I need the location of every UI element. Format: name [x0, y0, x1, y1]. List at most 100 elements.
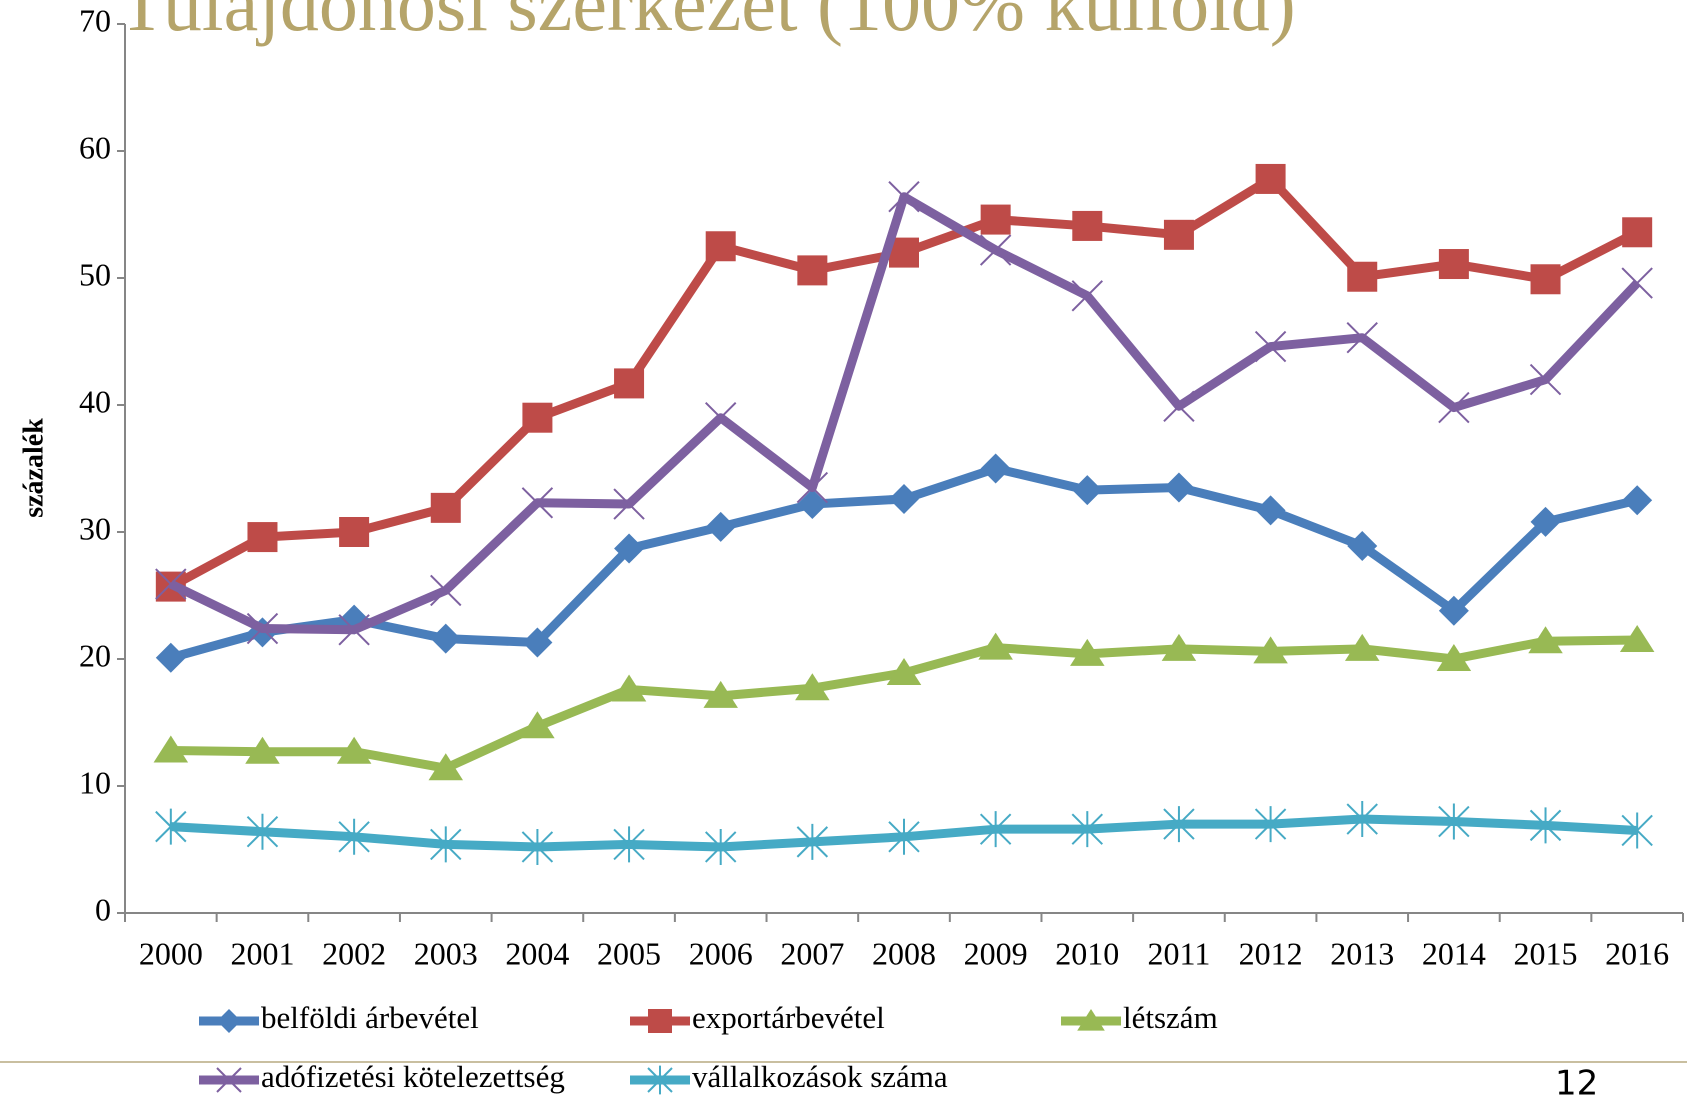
- marker-shape: [1072, 210, 1103, 241]
- marker-shape: [611, 674, 647, 702]
- legend-label: belföldi árbevétel: [261, 1000, 479, 1035]
- x-tick-label: 2011: [1148, 935, 1211, 971]
- marker-shape: [1529, 363, 1562, 396]
- marker: [1161, 633, 1197, 661]
- marker-shape: [980, 204, 1011, 235]
- marker: [430, 623, 461, 654]
- marker: [428, 753, 464, 781]
- marker: [704, 401, 737, 434]
- marker: [1530, 264, 1561, 295]
- marker: [1344, 633, 1380, 661]
- marker-shape: [1163, 806, 1195, 843]
- y-tick-label: 10: [79, 764, 111, 800]
- y-tick-label: 40: [79, 383, 111, 419]
- marker: [1254, 806, 1287, 843]
- marker-shape: [889, 483, 919, 514]
- marker-shape: [430, 623, 461, 654]
- x-tick-label: 2010: [1055, 935, 1119, 971]
- marker-shape: [614, 368, 645, 399]
- marker: [153, 735, 189, 763]
- marker: [648, 1009, 672, 1033]
- x-tick-label: 2014: [1422, 935, 1486, 971]
- marker: [1529, 363, 1562, 396]
- marker-shape: [1254, 806, 1287, 843]
- legend-label: vállalkozások száma: [692, 1059, 948, 1094]
- x-tick-label: 2012: [1239, 935, 1303, 971]
- marker: [522, 627, 553, 658]
- marker: [613, 488, 645, 520]
- marker-shape: [705, 231, 736, 262]
- marker: [522, 402, 553, 433]
- marker-shape: [1436, 644, 1472, 671]
- marker-shape: [1438, 595, 1469, 626]
- marker-shape: [613, 826, 645, 863]
- y-tick-label: 0: [95, 891, 111, 927]
- marker-shape: [430, 574, 462, 607]
- marker: [1346, 321, 1378, 354]
- marker-shape: [1529, 807, 1562, 844]
- marker-shape: [521, 828, 554, 865]
- marker: [888, 818, 920, 855]
- marker: [1622, 485, 1653, 516]
- marker-shape: [1346, 321, 1378, 354]
- x-tick-label: 2006: [689, 935, 753, 971]
- marker-shape: [647, 1065, 673, 1095]
- marker: [430, 826, 462, 863]
- marker: [1438, 803, 1470, 840]
- marker-shape: [1530, 506, 1561, 537]
- marker-shape: [1163, 472, 1194, 503]
- marker-shape: [1344, 633, 1380, 661]
- marker: [1163, 219, 1194, 250]
- marker-shape: [888, 181, 920, 213]
- marker-shape: [428, 753, 464, 781]
- marker: [980, 453, 1011, 484]
- marker: [705, 231, 736, 262]
- x-tick-label: 2008: [872, 935, 936, 971]
- marker-shape: [703, 680, 738, 708]
- marker-shape: [216, 1067, 242, 1093]
- marker: [797, 489, 828, 520]
- marker: [1077, 1009, 1105, 1031]
- marker-shape: [1163, 219, 1194, 250]
- marker: [647, 1065, 673, 1095]
- marker: [704, 828, 737, 865]
- y-tick-label: 70: [79, 2, 111, 38]
- marker-shape: [704, 401, 737, 434]
- legend-label: exportárbevétel: [692, 1000, 885, 1035]
- marker: [1070, 638, 1105, 666]
- marker-shape: [648, 1009, 672, 1033]
- marker: [705, 511, 736, 542]
- marker: [245, 736, 280, 764]
- marker-shape: [1077, 1009, 1105, 1031]
- x-tick-label: 2000: [139, 935, 203, 971]
- marker: [889, 483, 919, 514]
- marker-shape: [1528, 626, 1563, 654]
- marker: [1346, 801, 1378, 838]
- marker: [1436, 644, 1472, 671]
- x-tick-label: 2004: [505, 935, 569, 971]
- marker: [430, 574, 462, 607]
- marker: [1163, 390, 1195, 422]
- marker-shape: [1253, 636, 1288, 664]
- marker-shape: [336, 736, 372, 764]
- marker: [703, 680, 738, 708]
- marker: [1528, 626, 1563, 654]
- marker-shape: [886, 657, 922, 685]
- x-tick-label: 2007: [780, 935, 844, 971]
- marker-shape: [1071, 280, 1103, 312]
- marker: [1071, 280, 1103, 312]
- marker: [886, 657, 922, 685]
- marker-shape: [796, 823, 829, 860]
- marker-shape: [797, 255, 828, 286]
- legend-label: létszám: [1123, 1000, 1218, 1035]
- marker-shape: [1438, 803, 1470, 840]
- marker-shape: [1163, 390, 1195, 422]
- marker: [1163, 806, 1195, 843]
- marker: [216, 1067, 242, 1093]
- marker-shape: [888, 818, 920, 855]
- marker: [1253, 636, 1288, 664]
- marker: [155, 642, 186, 673]
- marker: [1621, 812, 1653, 849]
- y-tick-label: 60: [79, 129, 111, 165]
- marker-shape: [339, 517, 370, 547]
